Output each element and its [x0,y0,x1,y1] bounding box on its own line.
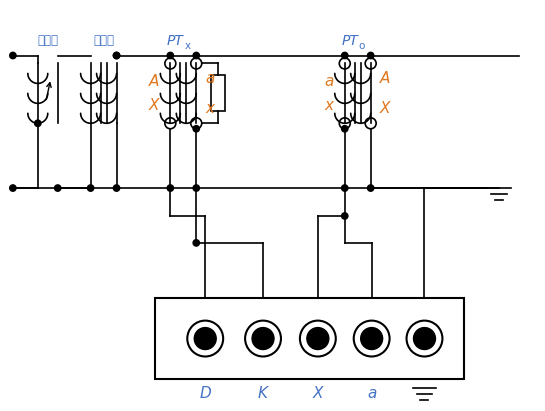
Circle shape [113,52,120,59]
Circle shape [193,185,199,191]
Text: 升压器: 升压器 [93,34,114,47]
Text: a: a [205,71,215,86]
Circle shape [342,126,348,132]
Circle shape [10,185,16,191]
Text: D: D [199,386,211,401]
Circle shape [34,120,41,127]
Circle shape [367,52,374,59]
Circle shape [342,52,348,59]
Circle shape [113,185,120,191]
Text: PT: PT [167,34,184,48]
Circle shape [307,328,329,349]
Circle shape [167,185,173,191]
Bar [211,76,225,111]
Circle shape [87,185,94,191]
Text: a: a [324,74,334,89]
Text: PT: PT [341,34,358,48]
Circle shape [193,240,199,246]
Circle shape [193,52,199,59]
Circle shape [361,328,383,349]
Circle shape [54,185,61,191]
Circle shape [10,52,16,59]
Circle shape [367,185,374,191]
Text: K: K [258,386,268,401]
Text: o: o [359,41,365,51]
Text: x: x [205,101,215,116]
Circle shape [414,328,435,349]
Text: A: A [149,74,160,89]
Text: X: X [313,386,323,401]
Circle shape [342,213,348,219]
Text: X: X [149,98,160,113]
Text: x: x [184,41,190,51]
Circle shape [252,328,274,349]
Circle shape [193,126,199,132]
Text: a: a [367,386,377,401]
Circle shape [113,52,120,59]
Circle shape [342,185,348,191]
Circle shape [194,328,216,349]
Circle shape [167,52,173,59]
Bar [155,298,464,379]
Text: x: x [324,98,334,113]
Text: 调压器: 调压器 [37,34,58,47]
Text: A: A [379,71,390,86]
Text: X: X [379,101,390,116]
